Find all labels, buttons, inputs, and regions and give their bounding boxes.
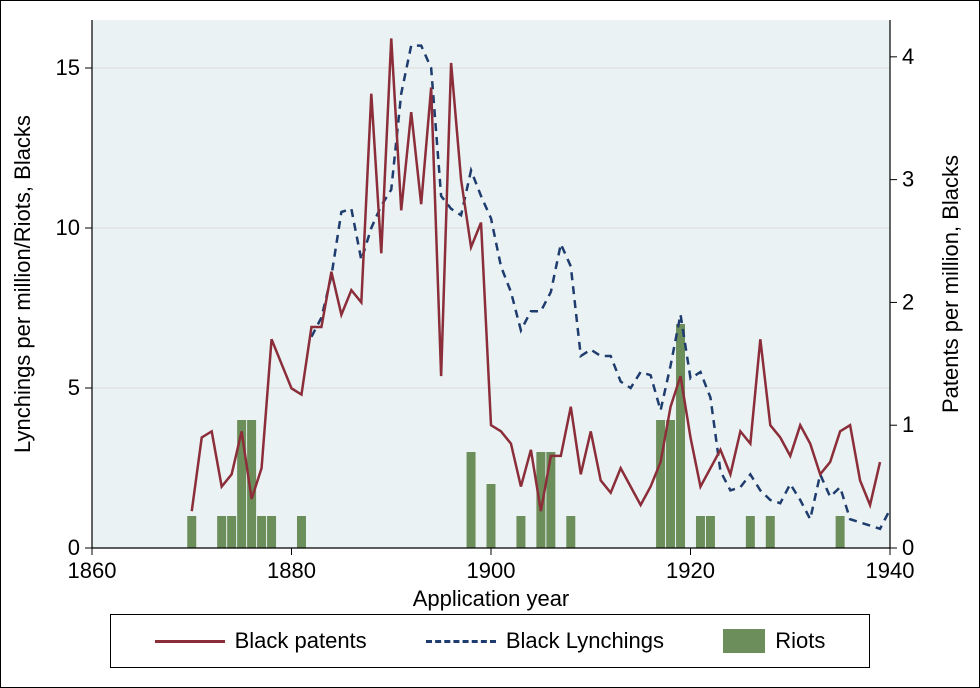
svg-text:0: 0 bbox=[902, 535, 914, 560]
svg-text:15: 15 bbox=[56, 55, 80, 80]
legend-item-riots: Riots bbox=[723, 628, 825, 654]
legend-line-patents bbox=[155, 640, 225, 643]
svg-text:1: 1 bbox=[902, 412, 914, 437]
svg-text:1860: 1860 bbox=[68, 558, 117, 583]
svg-text:10: 10 bbox=[56, 215, 80, 240]
legend-label: Black patents bbox=[235, 628, 367, 654]
legend-label: Riots bbox=[775, 628, 825, 654]
svg-text:5: 5 bbox=[68, 375, 80, 400]
svg-text:Patents per million, Blacks: Patents per million, Blacks bbox=[938, 155, 963, 413]
legend-item-lynchings: Black Lynchings bbox=[426, 628, 664, 654]
svg-text:4: 4 bbox=[902, 44, 914, 69]
svg-text:1880: 1880 bbox=[267, 558, 316, 583]
legend-swatch-riots bbox=[723, 629, 765, 653]
legend-label: Black Lynchings bbox=[506, 628, 664, 654]
chart-svg: 1860188019001920194005101501234Applicati… bbox=[0, 0, 980, 688]
legend: Black patents Black Lynchings Riots bbox=[110, 614, 870, 668]
svg-text:1900: 1900 bbox=[467, 558, 516, 583]
chart-container: 1860188019001920194005101501234Applicati… bbox=[0, 0, 980, 688]
svg-text:1920: 1920 bbox=[666, 558, 715, 583]
svg-text:3: 3 bbox=[902, 167, 914, 192]
svg-text:Application year: Application year bbox=[413, 586, 570, 611]
legend-line-lynchings bbox=[426, 640, 496, 643]
svg-text:2: 2 bbox=[902, 289, 914, 314]
svg-text:Lynchings per million/Riots, B: Lynchings per million/Riots, Blacks bbox=[10, 115, 35, 453]
svg-text:0: 0 bbox=[68, 535, 80, 560]
svg-text:1940: 1940 bbox=[866, 558, 915, 583]
legend-item-patents: Black patents bbox=[155, 628, 367, 654]
